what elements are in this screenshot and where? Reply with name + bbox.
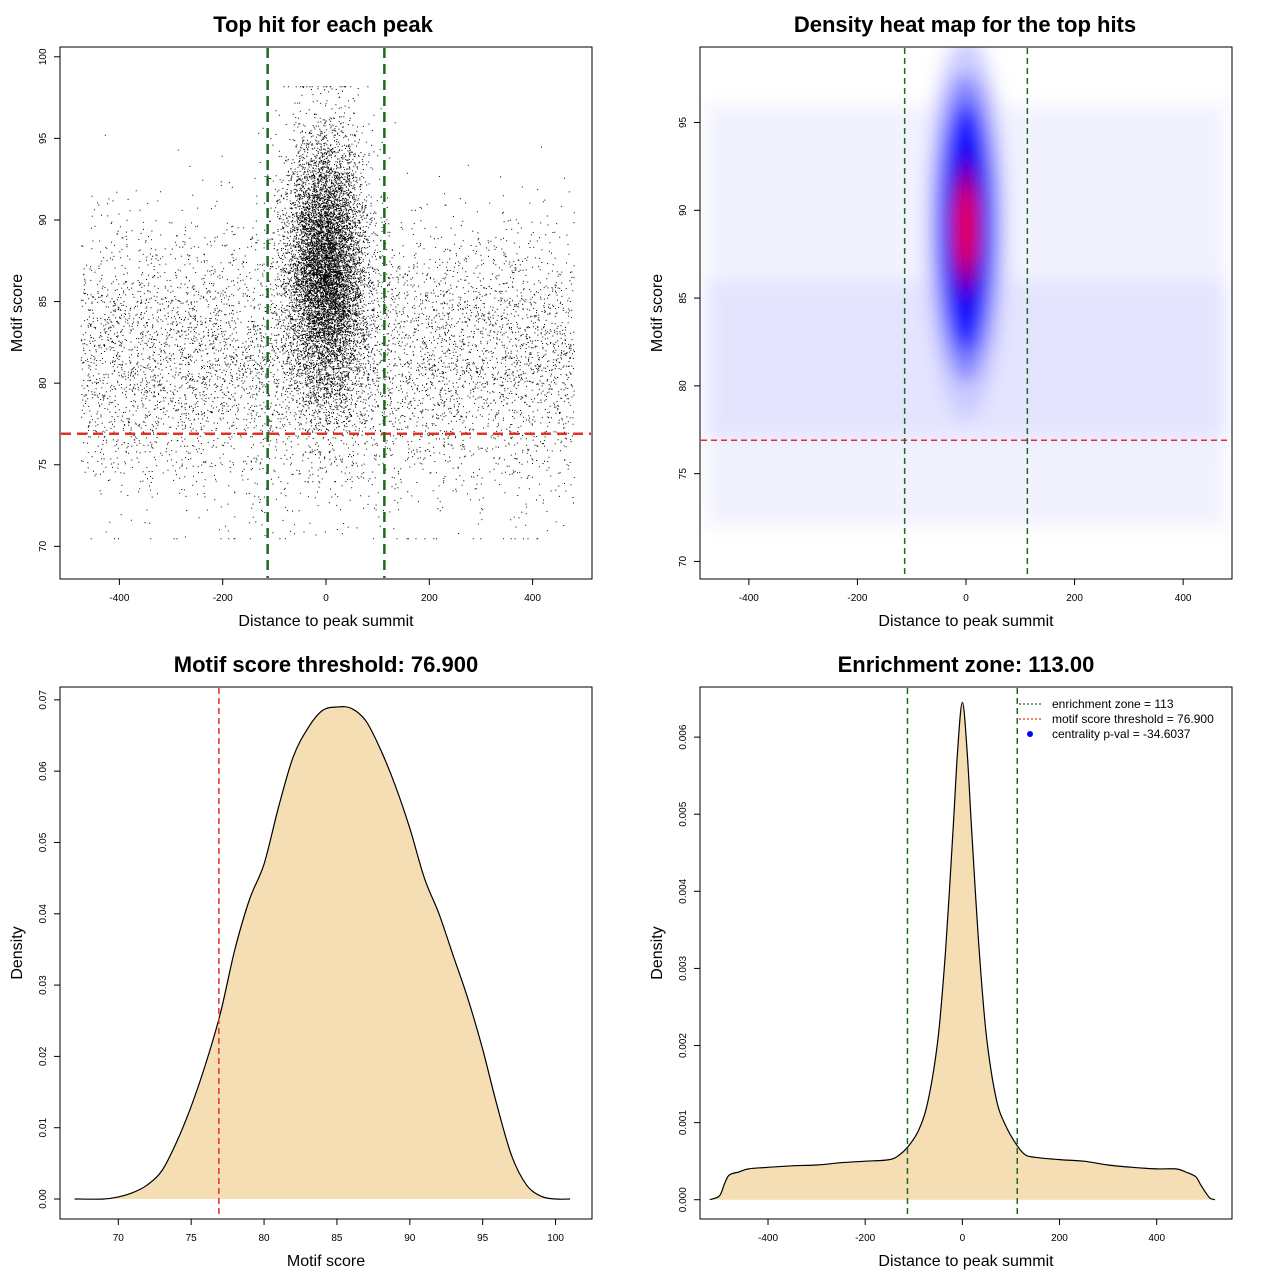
distance-density-y-tick-label: 0.005 (678, 801, 689, 826)
heatmap-y-label: Motif score (649, 274, 666, 352)
distance-density-x-tick-label: -200 (855, 1233, 875, 1244)
heatmap-x-tick-label: -200 (847, 593, 867, 604)
scatter-y-tick-label: 100 (38, 48, 49, 65)
distance-density-fill (709, 702, 1215, 1200)
panel-heatmap: Density heat map for the top hits -400 -2… (649, 12, 1233, 630)
heatmap-plot-frame (699, 46, 1233, 580)
score-density-x-tick-label: 70 (113, 1233, 125, 1244)
score-density-plot-frame (59, 686, 593, 1220)
score-density-title: Motif score threshold: 76.900 (174, 652, 478, 677)
heatmap-x-tick-label: 0 (963, 593, 969, 604)
scatter-plot-frame (59, 46, 593, 580)
distance-density-x-tick-label: 400 (1148, 1233, 1165, 1244)
heatmap-y-tick-label: 85 (678, 292, 689, 304)
scatter-y-tick-label: 75 (38, 459, 49, 471)
score-density-y-tick-label: 0.01 (38, 1118, 49, 1138)
heatmap-y-tick-label: 80 (678, 380, 689, 392)
panel-scatter: Top hit for each peak -400 -200 0 200 400 70 7… (9, 12, 593, 630)
distance-density-y-tick-label: 0.004 (678, 878, 689, 903)
score-density-x-tick-label: 90 (404, 1233, 416, 1244)
heatmap-y-tick-label: 95 (678, 116, 689, 128)
score-density-y-tick-label: 0.03 (38, 975, 49, 995)
scatter-y-tick-label: 70 (38, 540, 49, 552)
heatmap-y-tick-label: 90 (678, 204, 689, 216)
heatmap-title: Density heat map for the top hits (794, 12, 1136, 37)
score-density-x-label: Motif score (287, 1253, 365, 1270)
legend-centrality-dot (1027, 731, 1033, 737)
heatmap-axes: -400 -200 0 200 400 70 75 80 85 90 95 (678, 116, 1192, 604)
scatter-x-tick-label: -200 (213, 593, 233, 604)
distance-density-reference-lines (906, 688, 1019, 1218)
distance-density-plot-frame (699, 686, 1233, 1220)
heatmap-x-label: Distance to peak summit (878, 613, 1054, 630)
score-density-x-tick-label: 80 (258, 1233, 270, 1244)
distance-density-title: Enrichment zone: 113.00 (838, 652, 1095, 677)
distance-density-x-tick-label: 0 (960, 1233, 966, 1244)
distance-density-y-tick-label: 0.000 (678, 1187, 689, 1212)
legend-threshold-label: motif score threshold = 76.900 (1052, 712, 1214, 726)
score-density-x-tick-label: 85 (331, 1233, 343, 1244)
legend-zone-label: enrichment zone = 113 (1052, 697, 1174, 711)
scatter-point-cloud (80, 86, 575, 540)
distance-density-y-tick-label: 0.003 (678, 955, 689, 980)
score-density-x-tick-label: 75 (186, 1233, 198, 1244)
distance-density-y-tick-label: 0.006 (678, 724, 689, 749)
heatmap-density-ring (958, 190, 974, 265)
heatmap-blur-group (705, 47, 1227, 527)
legend: enrichment zone = 113 motif score thresh… (1019, 697, 1214, 741)
heatmap-x-tick-label: 400 (1175, 593, 1192, 604)
scatter-title: Top hit for each peak (213, 12, 433, 37)
heatmap-x-tick-label: -400 (739, 593, 759, 604)
scatter-x-tick-label: 400 (524, 593, 541, 604)
score-density-y-tick-label: 0.04 (38, 904, 49, 924)
panel-distance-density: Enrichment zone: 113.00 -400 -200 0 200 400 0… (649, 652, 1233, 1270)
scatter-y-tick-label: 80 (38, 377, 49, 389)
distance-density-x-tick-label: 200 (1051, 1233, 1068, 1244)
score-density-area-layer (74, 706, 571, 1200)
heatmap-reference-lines (701, 48, 1231, 578)
distance-density-y-tick-label: 0.001 (678, 1110, 689, 1135)
distance-density-y-tick-label: 0.002 (678, 1033, 689, 1058)
scatter-axes: -400 -200 0 200 400 70 75 80 85 90 95 100 (38, 48, 541, 604)
distance-density-x-tick-label: -400 (758, 1233, 778, 1244)
score-density-x-tick-label: 95 (477, 1233, 489, 1244)
score-density-y-tick-label: 0.05 (38, 832, 49, 852)
score-density-y-tick-label: 0.02 (38, 1046, 49, 1066)
panel-score-density: Motif score threshold: 76.900 70 75 80 85 90… (9, 652, 593, 1270)
scatter-y-tick-label: 90 (38, 214, 49, 226)
score-density-y-tick-label: 0.00 (38, 1189, 49, 1209)
scatter-y-label: Motif score (9, 274, 26, 352)
scatter-reference-lines (61, 48, 591, 578)
score-density-curve (74, 706, 571, 1200)
scatter-x-tick-label: 0 (323, 593, 329, 604)
scatter-x-tick-label: -400 (109, 593, 129, 604)
score-density-x-tick-label: 100 (547, 1233, 564, 1244)
distance-density-x-label: Distance to peak summit (878, 1253, 1054, 1270)
distance-density-curve (709, 701, 1216, 1201)
distance-density-axes: -400 -200 0 200 400 0.000 0.001 0.002 0.003 0.004… (678, 724, 1165, 1244)
heatmap-x-tick-label: 200 (1066, 593, 1083, 604)
scatter-points-layer (80, 86, 575, 540)
score-density-y-tick-label: 0.06 (38, 761, 49, 781)
scatter-x-label: Distance to peak summit (238, 613, 414, 630)
score-density-fill (74, 706, 571, 1200)
heatmap-density-layer (705, 47, 1227, 527)
score-density-y-label: Density (9, 926, 26, 979)
score-density-axes: 70 75 80 85 90 95 100 0.00 0.01 0.02 0.03 0.04 0.05 0… (38, 690, 564, 1244)
heatmap-y-tick-label: 75 (678, 468, 689, 480)
distance-density-y-label: Density (649, 926, 666, 979)
distance-density-area-layer (709, 701, 1216, 1201)
scatter-y-tick-label: 95 (38, 132, 49, 144)
heatmap-y-tick-label: 70 (678, 555, 689, 567)
scatter-x-tick-label: 200 (421, 593, 438, 604)
score-density-y-tick-label: 0.07 (38, 690, 49, 710)
legend-centrality-label: centrality p-val = -34.6037 (1052, 727, 1191, 741)
scatter-y-tick-label: 85 (38, 296, 49, 308)
